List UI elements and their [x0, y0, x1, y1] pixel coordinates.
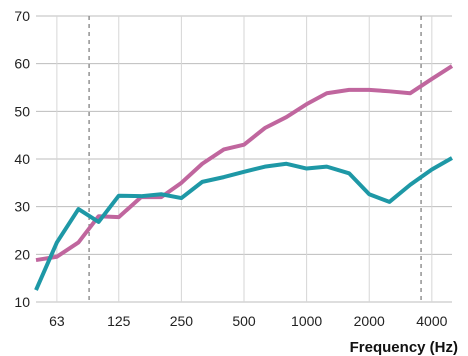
series-line-1 [35, 64, 454, 263]
y-tick-label: 30 [14, 199, 30, 215]
y-tick-label: 50 [14, 103, 30, 119]
x-tick-label: 1000 [291, 313, 322, 329]
y-tick-label: 70 [14, 8, 30, 24]
x-tick-label: 250 [170, 313, 194, 329]
data-series [34, 64, 454, 291]
y-tick-label: 40 [14, 151, 30, 167]
x-tick-label: 2000 [354, 313, 385, 329]
y-tick-label: 10 [14, 294, 30, 310]
y-tick-label: 60 [14, 56, 30, 72]
y-tick-label: 20 [14, 246, 30, 262]
x-tick-label: 500 [232, 313, 256, 329]
x-tick-label: 4000 [416, 313, 447, 329]
x-axis-title: Frequency (Hz) [350, 339, 458, 356]
x-tick-label: 125 [107, 313, 131, 329]
grid-lines [36, 15, 452, 303]
y-axis-ticks: 10 20 30 40 50 60 70 [14, 8, 30, 310]
x-axis-ticks: 63 125 250 500 1000 2000 4000 [49, 313, 448, 329]
series-line-2 [34, 156, 453, 291]
x-tick-label: 63 [49, 313, 65, 329]
